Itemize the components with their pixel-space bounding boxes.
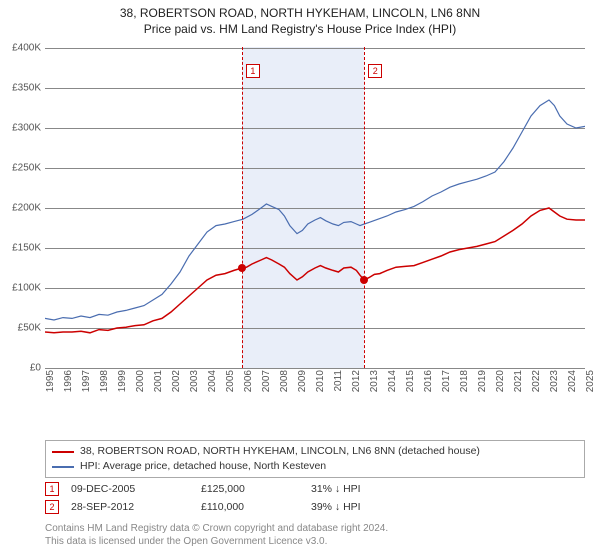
y-axis-label: £350K [3, 83, 41, 94]
sale-marker-badge: 2 [368, 64, 382, 78]
x-axis-label: 2015 [405, 370, 416, 392]
x-axis-label: 2006 [243, 370, 254, 392]
x-axis-label: 2013 [369, 370, 380, 392]
x-axis-label: 1997 [81, 370, 92, 392]
x-axis-label: 2025 [585, 370, 596, 392]
x-axis-label: 2010 [315, 370, 326, 392]
legend-swatch-property [52, 451, 74, 453]
series-line [45, 100, 585, 320]
x-axis-label: 2020 [495, 370, 506, 392]
sale-price: £125,000 [201, 483, 311, 495]
y-axis-label: £400K [3, 43, 41, 54]
x-axis-label: 2007 [261, 370, 272, 392]
chart-lines [45, 48, 585, 368]
sale-delta: 39% ↓ HPI [311, 501, 511, 513]
x-axis-label: 2005 [225, 370, 236, 392]
x-axis-label: 2012 [351, 370, 362, 392]
x-axis-label: 2022 [531, 370, 542, 392]
legend: 38, ROBERTSON ROAD, NORTH HYKEHAM, LINCO… [45, 440, 585, 478]
sale-marker-line [364, 47, 365, 368]
x-axis-label: 2003 [189, 370, 200, 392]
legend-label-property: 38, ROBERTSON ROAD, NORTH HYKEHAM, LINCO… [80, 444, 480, 459]
legend-row-hpi: HPI: Average price, detached house, Nort… [52, 459, 578, 474]
x-axis-label: 2002 [171, 370, 182, 392]
legend-label-hpi: HPI: Average price, detached house, Nort… [80, 459, 326, 474]
y-axis-label: £300K [3, 123, 41, 134]
sale-marker-dot [238, 264, 246, 272]
x-axis-label: 1999 [117, 370, 128, 392]
sale-delta: 31% ↓ HPI [311, 483, 511, 495]
y-axis-label: £100K [3, 283, 41, 294]
sale-price: £110,000 [201, 501, 311, 513]
sales-table: 1 09-DEC-2005 £125,000 31% ↓ HPI 2 28-SE… [45, 480, 585, 516]
y-axis-label: £200K [3, 203, 41, 214]
x-axis-label: 2018 [459, 370, 470, 392]
x-axis-label: 2008 [279, 370, 290, 392]
title-address: 38, ROBERTSON ROAD, NORTH HYKEHAM, LINCO… [0, 6, 600, 20]
footer-line-2: This data is licensed under the Open Gov… [45, 535, 585, 548]
footer: Contains HM Land Registry data © Crown c… [45, 522, 585, 548]
y-axis-label: £250K [3, 163, 41, 174]
x-axis-label: 1995 [45, 370, 56, 392]
series-line [45, 208, 585, 333]
page: 38, ROBERTSON ROAD, NORTH HYKEHAM, LINCO… [0, 0, 600, 560]
x-axis-label: 1996 [63, 370, 74, 392]
sale-row: 1 09-DEC-2005 £125,000 31% ↓ HPI [45, 480, 585, 498]
y-axis-label: £150K [3, 243, 41, 254]
x-axis-label: 2017 [441, 370, 452, 392]
sale-row: 2 28-SEP-2012 £110,000 39% ↓ HPI [45, 498, 585, 516]
title-block: 38, ROBERTSON ROAD, NORTH HYKEHAM, LINCO… [0, 0, 600, 36]
y-axis-label: £0 [3, 363, 41, 374]
y-axis-label: £50K [3, 323, 41, 334]
x-axis-label: 2004 [207, 370, 218, 392]
x-axis-label: 2016 [423, 370, 434, 392]
legend-row-property: 38, ROBERTSON ROAD, NORTH HYKEHAM, LINCO… [52, 444, 578, 459]
sale-marker-dot [360, 276, 368, 284]
x-axis-label: 2001 [153, 370, 164, 392]
sale-badge-1: 1 [45, 482, 59, 496]
x-axis-label: 2019 [477, 370, 488, 392]
sale-marker-line [242, 47, 243, 368]
x-axis-label: 2000 [135, 370, 146, 392]
x-axis-label: 2023 [549, 370, 560, 392]
sale-badge-2: 2 [45, 500, 59, 514]
x-axis-label: 1998 [99, 370, 110, 392]
title-subtitle: Price paid vs. HM Land Registry's House … [0, 22, 600, 36]
x-axis-label: 2021 [513, 370, 524, 392]
x-axis-label: 2011 [333, 370, 344, 392]
plot-area: £0£50K£100K£150K£200K£250K£300K£350K£400… [45, 48, 585, 369]
legend-swatch-hpi [52, 466, 74, 468]
sale-date: 28-SEP-2012 [71, 501, 201, 513]
chart: £0£50K£100K£150K£200K£250K£300K£350K£400… [45, 48, 585, 398]
x-axis-label: 2009 [297, 370, 308, 392]
sale-marker-badge: 1 [246, 64, 260, 78]
x-axis-label: 2014 [387, 370, 398, 392]
x-axis-label: 2024 [567, 370, 578, 392]
footer-line-1: Contains HM Land Registry data © Crown c… [45, 522, 585, 535]
sale-date: 09-DEC-2005 [71, 483, 201, 495]
